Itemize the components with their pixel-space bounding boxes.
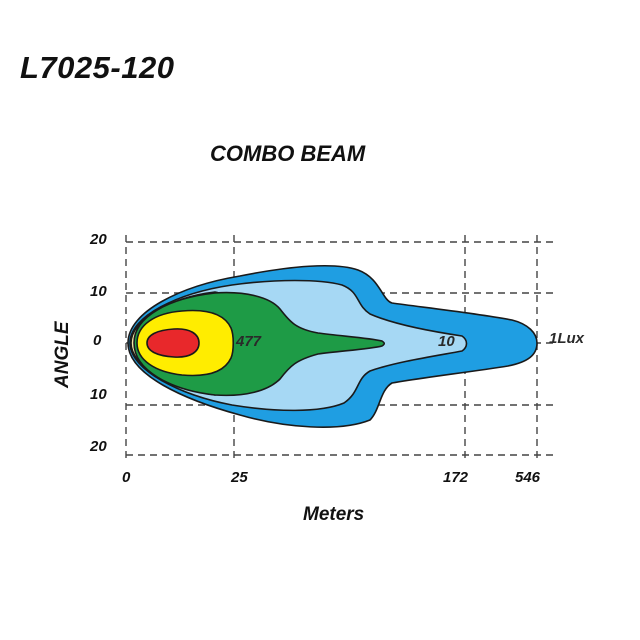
y-tick-20-bottom: 20	[89, 438, 107, 455]
y-axis-title: ANGLE	[52, 320, 73, 389]
y-tick-0: 0	[93, 332, 102, 349]
isolux-zones	[127, 264, 538, 428]
zone-red	[146, 328, 200, 358]
y-tick-labels: 20 10 0 10 20	[89, 231, 107, 455]
lux-label-10: 10	[438, 333, 455, 350]
model-title: L7025-120	[20, 50, 175, 85]
x-tick-172: 172	[443, 469, 469, 486]
y-tick-20-top: 20	[89, 231, 107, 248]
lux-label-1lux: 1Lux	[549, 330, 585, 347]
x-tick-0: 0	[122, 469, 131, 486]
x-tick-546: 546	[515, 469, 541, 486]
y-tick-10-bottom: 10	[90, 386, 107, 403]
y-tick-10-top: 10	[90, 283, 107, 300]
beam-type-title: COMBO BEAM	[210, 141, 366, 166]
lux-label-477: 477	[235, 333, 262, 350]
x-axis-title: Meters	[303, 504, 364, 525]
x-tick-labels: 0 25 172 546	[122, 469, 541, 486]
x-tick-25: 25	[230, 469, 248, 486]
